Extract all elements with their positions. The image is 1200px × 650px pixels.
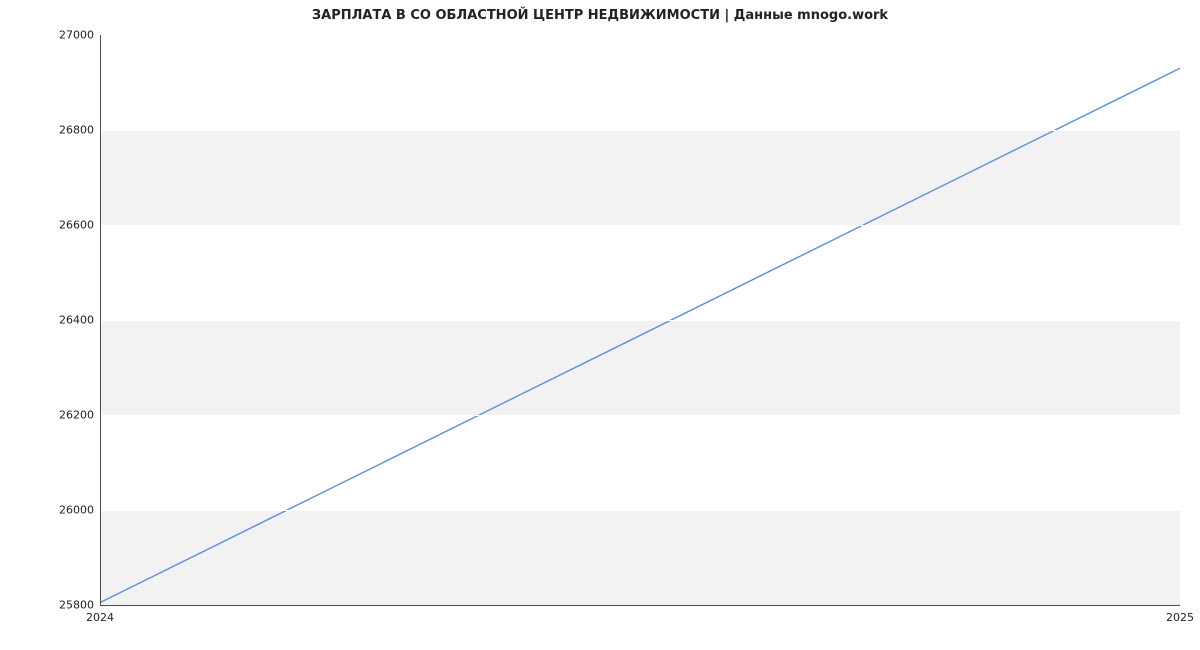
y-axis-line [100,35,101,605]
y-gridline [100,510,1180,511]
y-gridline [100,130,1180,131]
plot-area: 2580026000262002640026600268002700020242… [100,35,1180,605]
y-tick-label: 26000 [59,504,94,517]
x-axis-line [100,605,1180,606]
x-tick-label: 2025 [1166,611,1194,624]
y-gridline [100,35,1180,36]
salary-line-chart: ЗАРПЛАТА В СО ОБЛАСТНОЙ ЦЕНТР НЕДВИЖИМОС… [0,0,1200,650]
y-tick-label: 26400 [59,314,94,327]
y-tick-label: 27000 [59,29,94,42]
y-tick-label: 26600 [59,219,94,232]
y-gridline [100,320,1180,321]
chart-title: ЗАРПЛАТА В СО ОБЛАСТНОЙ ЦЕНТР НЕДВИЖИМОС… [0,8,1200,23]
y-tick-label: 26200 [59,409,94,422]
y-gridline [100,225,1180,226]
y-tick-label: 26800 [59,124,94,137]
y-gridline [100,415,1180,416]
series-line-salary [100,68,1180,602]
x-tick-label: 2024 [86,611,114,624]
y-tick-label: 25800 [59,599,94,612]
